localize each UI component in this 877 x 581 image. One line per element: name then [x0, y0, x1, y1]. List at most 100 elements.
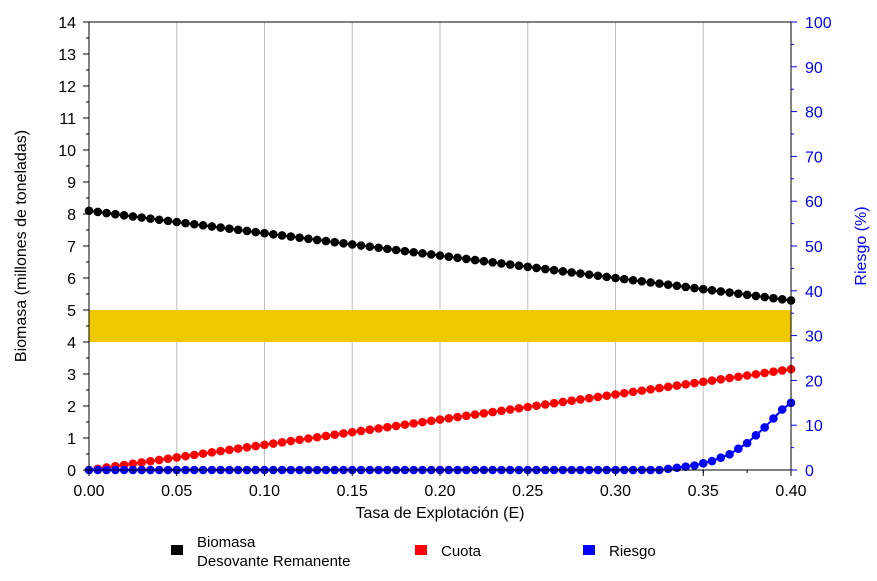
x-axis-title: Tasa de Explotación (E): [356, 505, 525, 522]
series-point: [462, 411, 471, 421]
series-point: [453, 253, 462, 263]
series-point: [716, 374, 726, 384]
x-tick-label: 0.05: [161, 483, 192, 500]
series-point: [172, 453, 182, 462]
series-point: [207, 222, 217, 231]
series-point: [128, 212, 138, 221]
series-point: [286, 436, 296, 446]
series-point: [286, 232, 296, 241]
series-point: [374, 243, 383, 253]
series-point: [567, 268, 576, 277]
series-point: [549, 398, 559, 408]
series-point: [681, 282, 690, 292]
series-point: [312, 235, 322, 245]
series-point: [453, 412, 462, 422]
series-point: [242, 226, 252, 236]
series-point: [391, 245, 401, 255]
series-point: [216, 223, 225, 232]
series-point: [426, 250, 436, 259]
series-point: [523, 402, 533, 412]
series-point: [418, 417, 427, 427]
series-point: [225, 445, 234, 455]
series-point: [637, 277, 647, 286]
x-tick-label: 0.30: [600, 483, 631, 500]
y-left-tick-label: 14: [58, 15, 76, 32]
series-point: [321, 431, 331, 441]
series-point: [558, 397, 568, 407]
series-point: [163, 454, 173, 463]
series-point: [663, 382, 673, 392]
series-point: [576, 269, 585, 278]
series-point: [725, 373, 734, 383]
series-point: [628, 387, 638, 397]
series-point: [137, 458, 146, 467]
series-point: [93, 207, 103, 217]
series-point: [593, 392, 603, 402]
series-point: [339, 429, 348, 438]
series-0: [84, 206, 796, 305]
series-point: [216, 446, 225, 456]
series-point: [409, 419, 418, 428]
series-point: [277, 231, 287, 240]
series-point: [251, 441, 261, 451]
y-right-tick-label: 60: [805, 194, 823, 211]
legend-label: Cuota: [441, 543, 482, 560]
series-point: [128, 459, 138, 469]
series-point: [681, 462, 690, 471]
series-point: [374, 424, 383, 433]
series-point: [233, 444, 243, 453]
series-point: [383, 422, 392, 432]
series-point: [154, 455, 164, 465]
series-point: [742, 438, 752, 448]
series-point: [576, 395, 585, 404]
series-point: [242, 443, 252, 452]
legend-swatch: [583, 545, 595, 555]
series-point: [672, 463, 682, 473]
series-point: [672, 381, 682, 390]
series-point: [304, 234, 313, 244]
series-point: [225, 224, 234, 234]
series-point: [163, 216, 173, 226]
y-right-tick-label: 40: [805, 284, 823, 301]
y-right-tick-label: 20: [805, 373, 823, 390]
legend-swatch: [171, 545, 183, 555]
series-point: [102, 208, 111, 218]
series-point: [707, 286, 717, 295]
series-point: [479, 256, 489, 266]
y-right-tick-label: 80: [805, 105, 823, 122]
series-point: [777, 405, 787, 414]
x-tick-label: 0.25: [512, 483, 543, 500]
y-right-tick-label: 0: [805, 463, 814, 480]
series-point: [190, 219, 199, 229]
series-point: [698, 284, 708, 294]
y-left-tick-label: 6: [67, 271, 76, 288]
series-point: [444, 252, 454, 262]
series-point: [356, 426, 366, 436]
series-point: [497, 406, 506, 416]
series-point: [769, 293, 778, 303]
series-point: [619, 274, 629, 284]
series-point: [602, 391, 612, 400]
series-point: [418, 249, 427, 258]
series-point: [260, 440, 269, 450]
series-point: [584, 270, 594, 279]
y-left-tick-label: 12: [58, 79, 76, 96]
series-point: [339, 238, 348, 248]
series-point: [567, 396, 576, 406]
series-point: [514, 261, 524, 270]
series-point: [532, 263, 541, 273]
series-point: [690, 283, 699, 293]
series-point: [233, 225, 243, 235]
series-point: [672, 281, 682, 291]
series-point: [426, 416, 436, 426]
series-point: [295, 233, 304, 242]
series-point: [321, 236, 331, 246]
y-right-tick-label: 100: [805, 15, 832, 32]
legend-swatch: [415, 545, 427, 555]
series-point: [488, 407, 497, 417]
series-point: [356, 241, 366, 250]
y-right-tick-label: 30: [805, 329, 823, 346]
series-point: [312, 432, 322, 442]
series-point: [347, 240, 357, 249]
series-point: [698, 458, 708, 468]
